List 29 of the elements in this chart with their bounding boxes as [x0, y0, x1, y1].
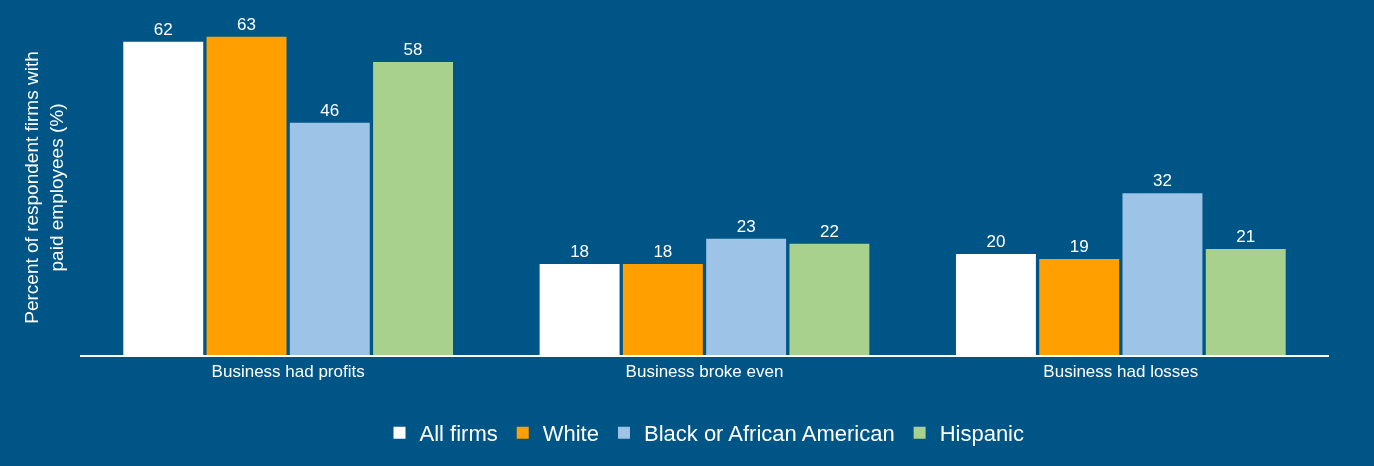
bar [1039, 259, 1120, 355]
data-label: 18 [570, 242, 590, 262]
data-label: 63 [237, 14, 256, 34]
bar [206, 36, 287, 355]
data-label: 22 [819, 221, 839, 241]
data-label: 23 [736, 216, 756, 236]
x-tick-label: Business had profits [211, 362, 365, 382]
bar [789, 243, 870, 355]
bar [1122, 193, 1203, 355]
bar [622, 264, 703, 355]
y-axis-title: Percent of respondent firms with paid employees (%) [21, 51, 67, 324]
data-label: 20 [986, 231, 1006, 251]
data-label: 62 [153, 19, 173, 39]
data-label: 19 [1069, 237, 1089, 257]
x-tick-label: Business broke even [625, 362, 784, 382]
bar [289, 122, 370, 355]
legend-label: Black or African American [643, 421, 895, 447]
data-label: 32 [1153, 171, 1172, 191]
data-label: 21 [1236, 226, 1256, 246]
legend-label: Hispanic [939, 421, 1025, 447]
x-tick-label: Business had losses [1043, 362, 1199, 382]
legend-label: White [542, 421, 599, 447]
bar [373, 62, 454, 355]
bar [706, 238, 787, 355]
legend-label: All firms [419, 421, 498, 447]
data-label: 58 [403, 40, 423, 60]
bar [1205, 248, 1286, 355]
data-label: 46 [320, 100, 340, 120]
data-label: 18 [653, 242, 673, 262]
